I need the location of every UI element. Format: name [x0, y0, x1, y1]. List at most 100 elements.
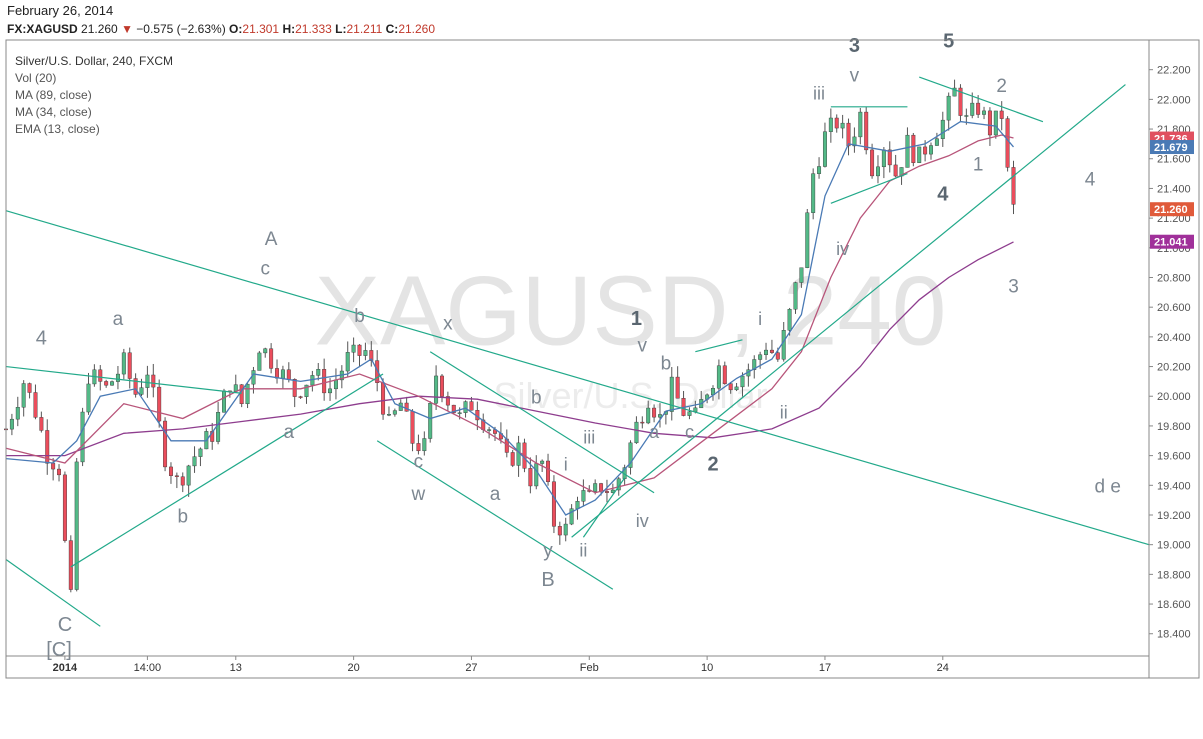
ma89-line	[6, 241, 1014, 457]
candle-body	[982, 110, 986, 115]
wave-label: iii	[583, 428, 595, 448]
trendline[interactable]	[5, 365, 242, 394]
trendline[interactable]	[5, 559, 101, 627]
legend-item[interactable]: EMA (13, close)	[15, 122, 100, 136]
wave-label: a	[649, 422, 660, 442]
high-value: 21.333	[295, 22, 332, 36]
candle-body	[911, 134, 916, 163]
close-label: C:	[385, 22, 399, 36]
candle-body	[646, 407, 651, 424]
candle-body	[528, 468, 533, 487]
candle-body	[987, 110, 992, 136]
candle-body	[469, 401, 474, 411]
candle-body	[546, 460, 551, 482]
candle-body	[269, 348, 274, 369]
candle-body	[575, 501, 580, 509]
time-tick-label: 27	[465, 662, 477, 674]
candle-body	[716, 365, 721, 389]
legend-item[interactable]: MA (34, close)	[15, 105, 92, 119]
candle-body	[239, 384, 244, 405]
wave-label: c	[260, 259, 270, 280]
price-tick-label: 19.400	[1157, 480, 1191, 492]
candle-body	[180, 476, 185, 486]
legend-item[interactable]: MA (89, close)	[15, 88, 92, 102]
wave-label: b	[531, 388, 542, 409]
candle-body	[722, 365, 727, 384]
price-badge-label: 21.679	[1154, 142, 1188, 154]
candle-body	[999, 110, 1004, 119]
trendline[interactable]	[376, 440, 614, 590]
wave-label: b	[177, 506, 188, 527]
wave-label: 2	[707, 453, 718, 475]
candle-body	[345, 352, 350, 372]
candle-body	[893, 164, 898, 177]
candle-body	[764, 349, 769, 355]
time-axis[interactable]	[5, 655, 1150, 679]
price-tick-label: 20.000	[1157, 391, 1191, 403]
wave-label: [C]	[46, 639, 72, 661]
time-tick-label: 2014	[53, 662, 78, 674]
open-label: O:	[229, 22, 243, 36]
chart-date: February 26, 2014	[7, 3, 114, 18]
price-tick-label: 18.400	[1157, 629, 1191, 641]
candle-body	[952, 87, 957, 97]
candle-body	[693, 407, 698, 412]
candle-body	[793, 282, 798, 310]
candle-body	[174, 475, 179, 477]
candle-body	[1011, 167, 1016, 205]
candle-body	[634, 421, 639, 444]
candle-body	[15, 407, 20, 420]
candle-body	[157, 386, 162, 422]
candle-body	[404, 402, 409, 412]
wave-label: 4	[36, 327, 47, 349]
time-tick-label: 14:00	[134, 662, 162, 674]
candle-body	[33, 392, 38, 418]
symbol[interactable]: FX:XAGUSD	[7, 22, 78, 36]
candle-body	[805, 212, 810, 268]
candle-body	[333, 379, 338, 390]
wave-label: 1	[973, 155, 984, 176]
candle-body	[946, 95, 951, 121]
candle-body	[51, 463, 56, 470]
trendline[interactable]	[695, 339, 743, 353]
wave-label: ii	[780, 403, 788, 423]
time-tick-label: 24	[937, 662, 949, 674]
price-tick-label: 20.400	[1157, 332, 1191, 344]
candle-body	[551, 481, 556, 527]
candle-body	[958, 87, 963, 116]
candle-body	[369, 350, 374, 361]
wave-label: iv	[636, 511, 649, 531]
change-arrow-icon: ▼	[121, 22, 133, 36]
wave-label: B	[541, 569, 554, 591]
watermark-subtitle: Silver/U.S. Dollar	[493, 375, 767, 416]
trendline[interactable]	[429, 351, 655, 494]
candle-body	[275, 368, 279, 379]
trendline[interactable]	[582, 477, 626, 538]
wave-label: c	[414, 451, 424, 472]
trendline[interactable]	[571, 84, 1126, 538]
price-badge-label: 21.260	[1154, 204, 1188, 216]
trendline[interactable]	[919, 76, 1044, 123]
candle-body	[21, 383, 26, 408]
candle-body	[510, 452, 515, 466]
legend-item[interactable]: Vol (20)	[15, 71, 56, 85]
candle-body	[198, 448, 203, 457]
wave-label: 4	[1085, 169, 1096, 190]
legend-item[interactable]: Silver/U.S. Dollar, 240, FXCM	[15, 54, 173, 68]
candle-body	[740, 375, 745, 388]
wave-label: v	[638, 336, 648, 357]
price-badge	[1150, 140, 1194, 155]
wave-label: w	[411, 484, 426, 505]
candle-body	[381, 382, 386, 415]
candle-body	[257, 352, 262, 371]
candle-body	[840, 122, 845, 129]
trendline[interactable]	[5, 210, 1150, 546]
price-axis[interactable]	[1148, 39, 1200, 679]
trendline[interactable]	[70, 373, 384, 568]
candle-body	[163, 420, 168, 468]
trendline[interactable]	[830, 173, 908, 204]
wave-label: y	[543, 541, 553, 562]
candle-body	[357, 344, 362, 356]
